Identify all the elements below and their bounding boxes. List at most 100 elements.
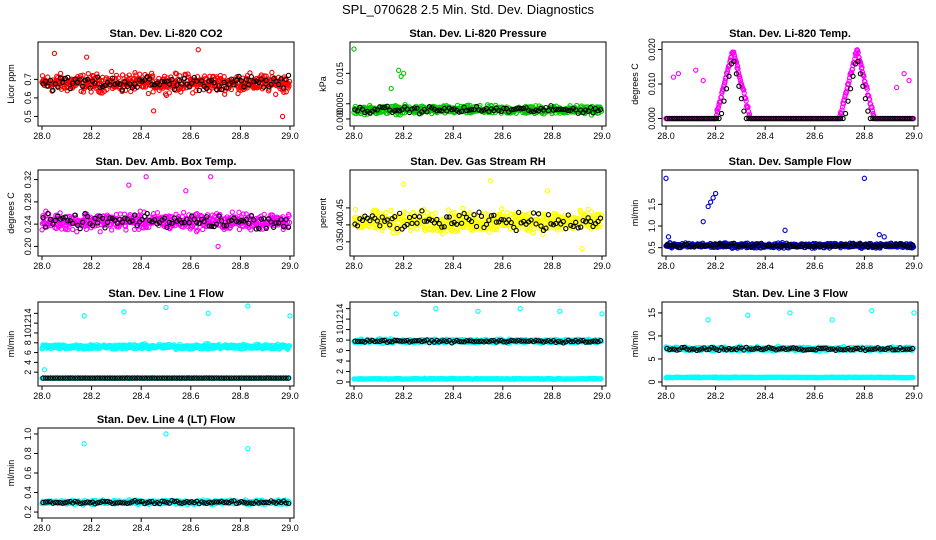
data-point [406,214,413,221]
data-point [203,223,210,230]
data-point [439,231,445,237]
data-point [108,227,115,233]
data-point [865,108,871,114]
data-point [788,115,794,122]
data-point [374,218,380,224]
data-point [80,219,86,225]
data-point [775,115,782,122]
data-point [82,210,88,217]
data-point [445,207,452,213]
data-point [221,74,227,80]
data-point [533,107,539,113]
data-point [705,203,711,210]
data-point [273,78,279,84]
data-point [753,115,759,122]
data-point [238,218,245,224]
data-point [146,217,153,224]
data-point [211,79,217,86]
data-point [273,91,279,97]
x-tick-label: 28.0 [345,261,363,271]
data-point [560,218,566,225]
data-point [180,209,187,216]
data-point [146,76,153,82]
data-point [367,218,373,224]
data-point [726,73,732,79]
x-tick-label: 28.4 [132,131,150,141]
x-tick-label: 28.2 [83,131,101,141]
data-point [275,81,282,88]
data-point [461,210,467,217]
x-tick-label: 28.8 [232,391,250,401]
data-point [275,220,282,226]
data-point [388,207,394,214]
x-tick-label: 28.4 [444,261,462,271]
data-point [180,85,187,91]
data-point [531,226,537,233]
data-point [783,115,789,122]
data-point [240,211,246,217]
plot-frame [37,41,295,127]
data-point [587,104,594,111]
data-point [508,107,514,113]
data-point [595,108,601,114]
data-point [585,108,591,114]
y-tick-label: 0.000 [647,107,657,130]
data-point [245,303,251,309]
plot-frame [349,169,607,257]
data-point [181,75,188,82]
x-tick-label: 28.2 [83,261,101,271]
data-point [463,107,470,114]
y-tick-label: 0.5 [23,110,33,123]
data-point [837,115,844,122]
data-point [845,98,851,104]
data-point [122,215,128,221]
data-point [47,77,54,84]
data-point [392,108,398,114]
data-point [280,223,287,230]
data-point [820,115,826,122]
data-point [454,228,461,234]
data-point [352,107,358,113]
data-point [114,220,121,226]
data-point [243,216,250,222]
data-point [761,115,767,122]
data-point [248,213,254,219]
data-point [588,209,595,215]
data-point [850,73,856,79]
data-point [213,86,220,93]
data-point [723,86,730,92]
chart-title: Stan. Dev. Gas Stream RH [410,156,546,168]
data-points [351,305,605,383]
data-point [693,67,699,73]
data-point [582,212,588,218]
data-point [195,47,201,53]
data-point [176,217,183,223]
data-point [70,80,76,86]
data-point [248,74,254,80]
data-point [545,212,552,218]
data-point [383,209,389,216]
data-point [104,219,111,225]
data-point [189,213,195,219]
data-point [669,115,675,122]
data-point [756,115,762,122]
data-points [351,46,605,118]
data-point [737,77,744,84]
data-point [78,88,84,94]
y-tick-label: 0.28 [23,193,33,211]
x-tick-label: 29.0 [593,131,611,141]
data-point [236,226,243,233]
x-tick-label: 28.6 [494,391,512,401]
data-point [285,72,292,78]
data-point [533,221,539,227]
data-point [778,115,784,122]
data-point [664,115,670,122]
x-tick-label: 28.4 [756,261,774,271]
data-points [663,175,917,251]
data-point [196,220,202,226]
data-point [193,87,199,94]
data-point [384,217,390,223]
data-point [404,221,410,228]
data-point [231,82,237,88]
